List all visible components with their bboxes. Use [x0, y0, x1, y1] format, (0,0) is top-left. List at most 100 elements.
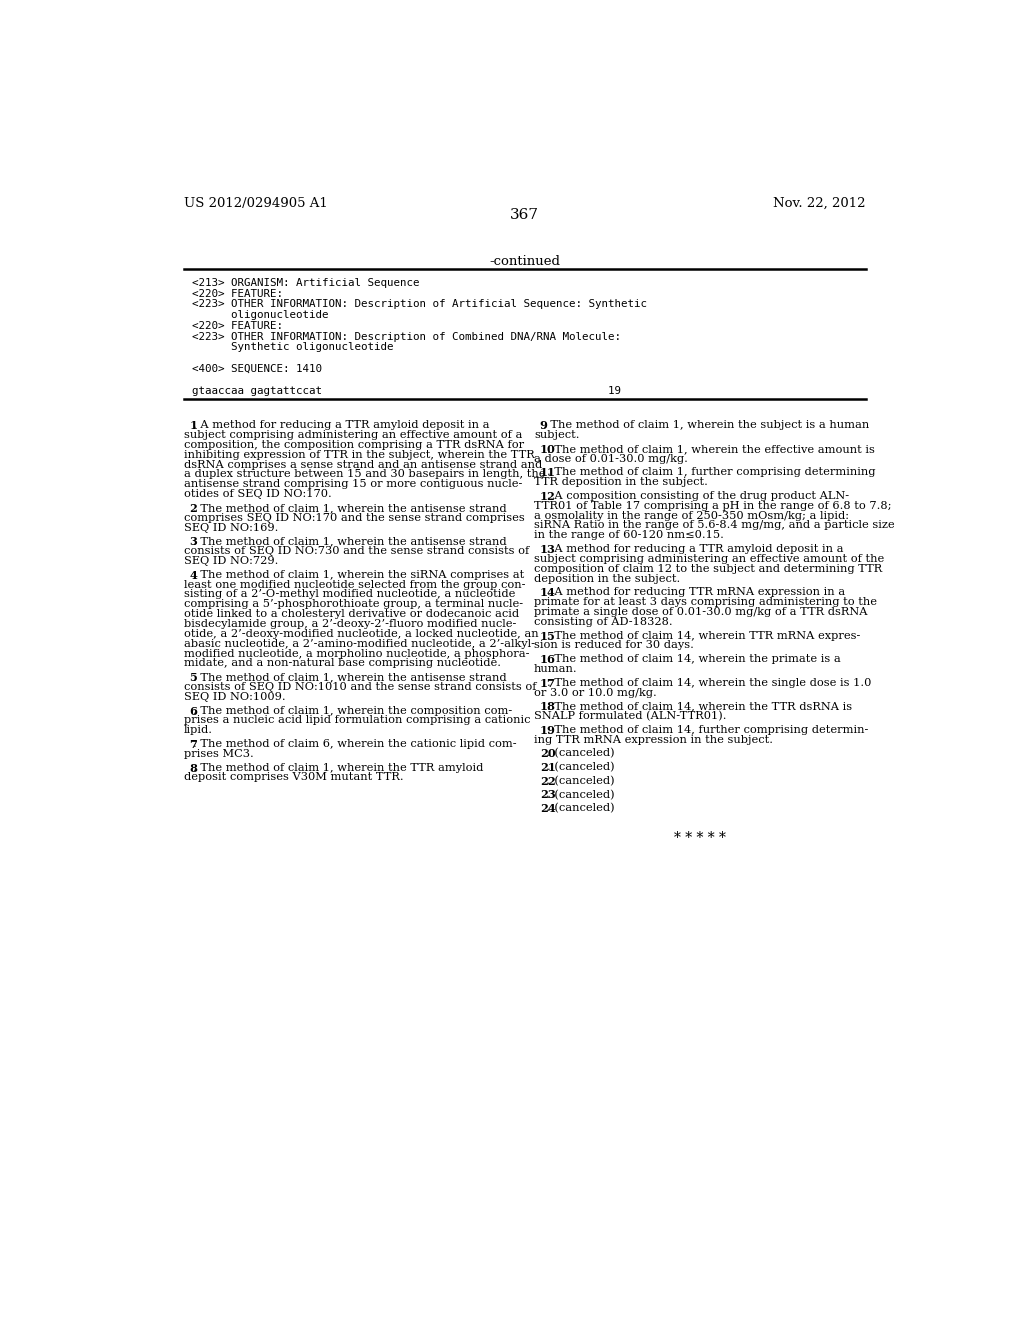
Text: antisense strand comprising 15 or more contiguous nucle-: antisense strand comprising 15 or more c…	[183, 479, 522, 490]
Text: subject comprising administering an effective amount of the: subject comprising administering an effe…	[535, 554, 885, 564]
Text: 21: 21	[540, 762, 556, 774]
Text: 9: 9	[540, 420, 548, 432]
Text: 19: 19	[540, 725, 556, 735]
Text: 22: 22	[540, 776, 556, 787]
Text: . (canceled): . (canceled)	[547, 762, 614, 772]
Text: <213> ORGANISM: Artificial Sequence: <213> ORGANISM: Artificial Sequence	[191, 277, 419, 288]
Text: composition, the composition comprising a TTR dsRNA for: composition, the composition comprising …	[183, 440, 524, 450]
Text: TTR01 of Table 17 comprising a pH in the range of 6.8 to 7.8;: TTR01 of Table 17 comprising a pH in the…	[535, 500, 892, 511]
Text: <400> SEQUENCE: 1410: <400> SEQUENCE: 1410	[191, 364, 322, 374]
Text: consists of SEQ ID NO:730 and the sense strand consists of: consists of SEQ ID NO:730 and the sense …	[183, 546, 529, 556]
Text: composition of claim 12 to the subject and determining TTR: composition of claim 12 to the subject a…	[535, 564, 883, 574]
Text: a dose of 0.01-30.0 mg/kg.: a dose of 0.01-30.0 mg/kg.	[535, 454, 688, 463]
Text: midate, and a non-natural base comprising nucleotide.: midate, and a non-natural base comprisin…	[183, 659, 501, 668]
Text: <223> OTHER INFORMATION: Description of Artificial Sequence: Synthetic: <223> OTHER INFORMATION: Description of …	[191, 300, 646, 309]
Text: 18: 18	[540, 701, 556, 713]
Text: 5: 5	[189, 672, 198, 684]
Text: 11: 11	[540, 467, 556, 478]
Text: comprising a 5’-phosphorothioate group, a terminal nucle-: comprising a 5’-phosphorothioate group, …	[183, 599, 523, 610]
Text: SEQ ID NO:1009.: SEQ ID NO:1009.	[183, 692, 286, 702]
Text: 23: 23	[540, 789, 556, 800]
Text: 20: 20	[540, 748, 556, 759]
Text: least one modified nucleotide selected from the group con-: least one modified nucleotide selected f…	[183, 579, 525, 590]
Text: gtaaccaa gagtattccat                                            19: gtaaccaa gagtattccat 19	[191, 385, 621, 396]
Text: . (canceled): . (canceled)	[547, 789, 614, 800]
Text: siRNA Ratio in the range of 5.6-8.4 mg/mg, and a particle size: siRNA Ratio in the range of 5.6-8.4 mg/m…	[535, 520, 895, 531]
Text: subject comprising administering an effective amount of a: subject comprising administering an effe…	[183, 430, 522, 440]
Text: 2: 2	[189, 503, 198, 513]
Text: prises a nucleic acid lipid formulation comprising a cationic: prises a nucleic acid lipid formulation …	[183, 715, 530, 726]
Text: <220> FEATURE:: <220> FEATURE:	[191, 321, 283, 331]
Text: . The method of claim 1, wherein the composition com-: . The method of claim 1, wherein the com…	[193, 706, 512, 715]
Text: primate a single dose of 0.01-30.0 mg/kg of a TTR dsRNA: primate a single dose of 0.01-30.0 mg/kg…	[535, 607, 867, 616]
Text: * * * * *: * * * * *	[674, 830, 726, 845]
Text: . The method of claim 14, wherein the primate is a: . The method of claim 14, wherein the pr…	[547, 655, 841, 664]
Text: . The method of claim 1, wherein the TTR amyloid: . The method of claim 1, wherein the TTR…	[193, 763, 483, 772]
Text: 15: 15	[540, 631, 556, 642]
Text: SEQ ID NO:729.: SEQ ID NO:729.	[183, 556, 279, 566]
Text: otide linked to a cholesteryl derivative or dodecanoic acid: otide linked to a cholesteryl derivative…	[183, 609, 519, 619]
Text: . The method of claim 1, wherein the antisense strand: . The method of claim 1, wherein the ant…	[193, 536, 507, 546]
Text: SNALP formulated (ALN-TTR01).: SNALP formulated (ALN-TTR01).	[535, 711, 727, 722]
Text: US 2012/0294905 A1: US 2012/0294905 A1	[183, 197, 328, 210]
Text: . A method for reducing TTR mRNA expression in a: . A method for reducing TTR mRNA express…	[547, 587, 845, 597]
Text: comprises SEQ ID NO:170 and the sense strand comprises: comprises SEQ ID NO:170 and the sense st…	[183, 512, 524, 523]
Text: 7: 7	[189, 739, 198, 750]
Text: 10: 10	[540, 444, 556, 455]
Text: modified nucleotide, a morpholino nucleotide, a phosphora-: modified nucleotide, a morpholino nucleo…	[183, 648, 529, 659]
Text: 1: 1	[189, 420, 198, 432]
Text: consists of SEQ ID NO:1010 and the sense strand consists of: consists of SEQ ID NO:1010 and the sense…	[183, 682, 537, 692]
Text: deposit comprises V30M mutant TTR.: deposit comprises V30M mutant TTR.	[183, 772, 403, 783]
Text: . The method of claim 14, wherein TTR mRNA expres-: . The method of claim 14, wherein TTR mR…	[547, 631, 860, 640]
Text: . The method of claim 1, wherein the antisense strand: . The method of claim 1, wherein the ant…	[193, 503, 507, 513]
Text: . The method of claim 1, wherein the subject is a human: . The method of claim 1, wherein the sub…	[544, 420, 869, 430]
Text: subject.: subject.	[535, 430, 580, 440]
Text: 24: 24	[540, 803, 556, 814]
Text: <223> OTHER INFORMATION: Description of Combined DNA/RNA Molecule:: <223> OTHER INFORMATION: Description of …	[191, 331, 621, 342]
Text: . The method of claim 1, further comprising determining: . The method of claim 1, further compris…	[547, 467, 876, 478]
Text: abasic nucleotide, a 2’-amino-modified nucleotide, a 2’-alkyl-: abasic nucleotide, a 2’-amino-modified n…	[183, 639, 535, 648]
Text: primate for at least 3 days comprising administering to the: primate for at least 3 days comprising a…	[535, 597, 878, 607]
Text: in the range of 60-120 nm≤0.15.: in the range of 60-120 nm≤0.15.	[535, 531, 724, 540]
Text: ing TTR mRNA expression in the subject.: ing TTR mRNA expression in the subject.	[535, 735, 773, 744]
Text: human.: human.	[535, 664, 578, 675]
Text: 4: 4	[189, 570, 198, 581]
Text: inhibiting expression of TTR in the subject, wherein the TTR: inhibiting expression of TTR in the subj…	[183, 450, 535, 459]
Text: bisdecylamide group, a 2’-deoxy-2’-fluoro modified nucle-: bisdecylamide group, a 2’-deoxy-2’-fluor…	[183, 619, 516, 630]
Text: 17: 17	[540, 677, 556, 689]
Text: 3: 3	[189, 536, 198, 548]
Text: otides of SEQ ID NO:170.: otides of SEQ ID NO:170.	[183, 490, 332, 499]
Text: . (canceled): . (canceled)	[547, 748, 614, 759]
Text: oligonucleotide: oligonucleotide	[191, 310, 328, 319]
Text: . The method of claim 14, further comprising determin-: . The method of claim 14, further compri…	[547, 725, 868, 735]
Text: . The method of claim 14, wherein the single dose is 1.0: . The method of claim 14, wherein the si…	[547, 677, 871, 688]
Text: 8: 8	[189, 763, 198, 774]
Text: Synthetic oligonucleotide: Synthetic oligonucleotide	[191, 342, 393, 352]
Text: 14: 14	[540, 587, 556, 598]
Text: prises MC3.: prises MC3.	[183, 748, 254, 759]
Text: . (canceled): . (canceled)	[547, 776, 614, 787]
Text: 6: 6	[189, 706, 198, 717]
Text: lipid.: lipid.	[183, 725, 213, 735]
Text: Nov. 22, 2012: Nov. 22, 2012	[773, 197, 866, 210]
Text: consisting of AD-18328.: consisting of AD-18328.	[535, 616, 673, 627]
Text: . (canceled): . (canceled)	[547, 803, 614, 813]
Text: . A method for reducing a TTR amyloid deposit in a: . A method for reducing a TTR amyloid de…	[193, 420, 489, 430]
Text: <220> FEATURE:: <220> FEATURE:	[191, 289, 283, 298]
Text: . The method of claim 6, wherein the cationic lipid com-: . The method of claim 6, wherein the cat…	[193, 739, 517, 748]
Text: otide, a 2’-deoxy-modified nucleotide, a locked nucleotide, an: otide, a 2’-deoxy-modified nucleotide, a…	[183, 628, 539, 639]
Text: . The method of claim 1, wherein the siRNA comprises at: . The method of claim 1, wherein the siR…	[193, 570, 524, 579]
Text: a osmolality in the range of 250-350 mOsm/kg; a lipid:: a osmolality in the range of 250-350 mOs…	[535, 511, 849, 520]
Text: 13: 13	[540, 544, 556, 554]
Text: TTR deposition in the subject.: TTR deposition in the subject.	[535, 478, 708, 487]
Text: . The method of claim 1, wherein the effective amount is: . The method of claim 1, wherein the eff…	[547, 444, 874, 454]
Text: 12: 12	[540, 491, 556, 502]
Text: -continued: -continued	[489, 256, 560, 268]
Text: a duplex structure between 15 and 30 basepairs in length, the: a duplex structure between 15 and 30 bas…	[183, 470, 546, 479]
Text: sion is reduced for 30 days.: sion is reduced for 30 days.	[535, 640, 694, 651]
Text: SEQ ID NO:169.: SEQ ID NO:169.	[183, 523, 279, 532]
Text: deposition in the subject.: deposition in the subject.	[535, 574, 680, 583]
Text: sisting of a 2’-O-methyl modified nucleotide, a nucleotide: sisting of a 2’-O-methyl modified nucleo…	[183, 590, 515, 599]
Text: . A composition consisting of the drug product ALN-: . A composition consisting of the drug p…	[547, 491, 849, 500]
Text: or 3.0 or 10.0 mg/kg.: or 3.0 or 10.0 mg/kg.	[535, 688, 656, 697]
